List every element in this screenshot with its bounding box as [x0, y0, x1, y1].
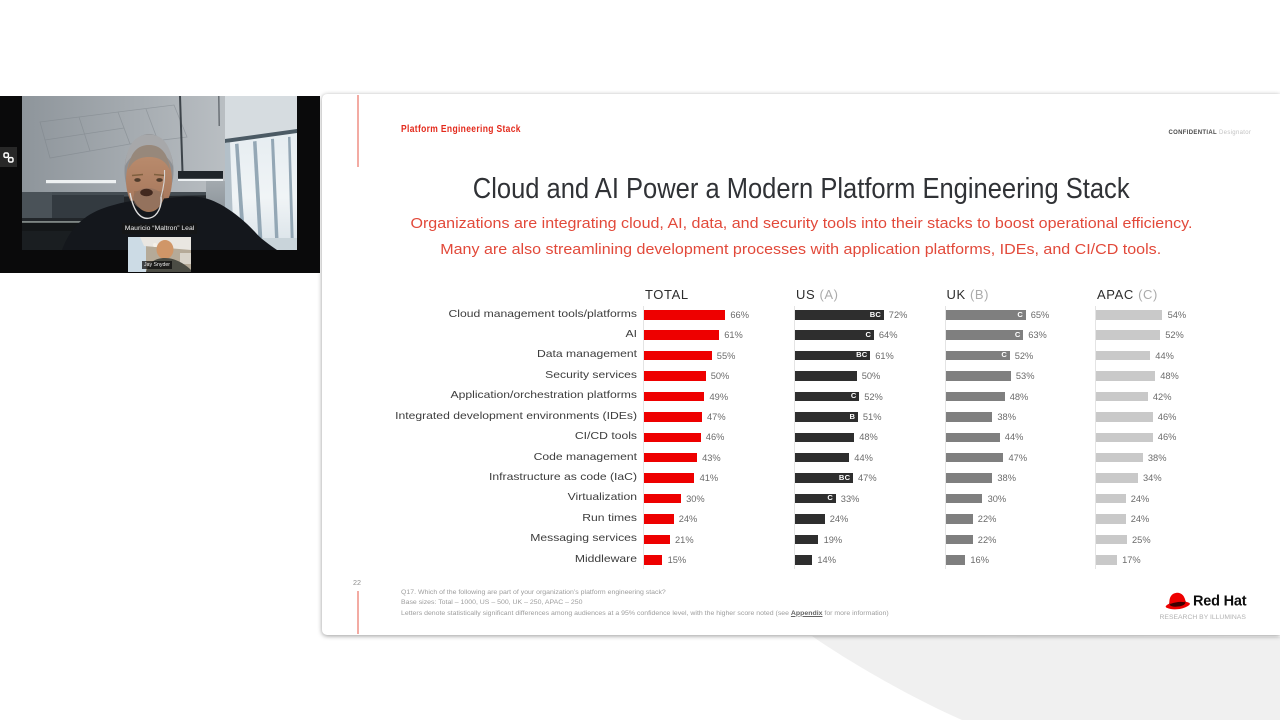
- svg-text:Red Hat: Red Hat: [1193, 594, 1247, 610]
